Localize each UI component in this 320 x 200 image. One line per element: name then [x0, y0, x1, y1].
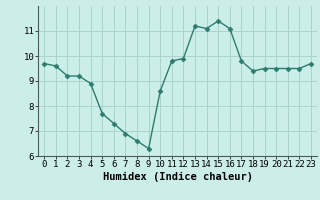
X-axis label: Humidex (Indice chaleur): Humidex (Indice chaleur) [103, 172, 252, 182]
